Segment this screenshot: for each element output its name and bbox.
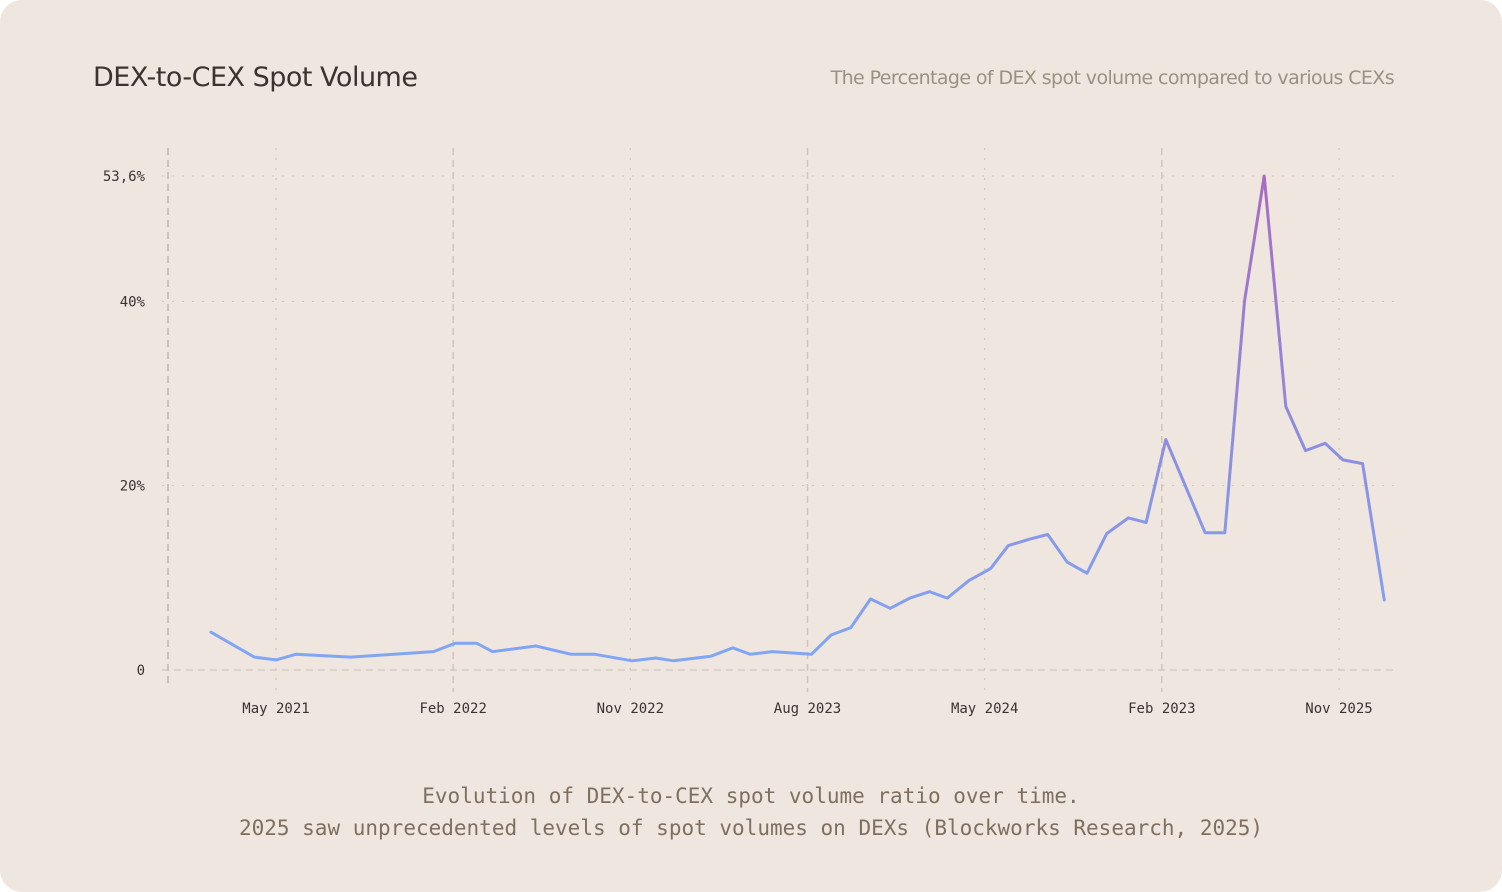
y-tick-label: 0 <box>137 663 145 679</box>
y-tick-label: 20% <box>120 479 146 495</box>
grid <box>162 148 1395 692</box>
x-tick-label: Aug 2023 <box>774 701 841 717</box>
x-tick-label: Nov 2022 <box>597 701 664 717</box>
x-tick-label: Feb 2022 <box>419 701 486 717</box>
series-line <box>209 174 1386 663</box>
chart-title: DEX-to-CEX Spot Volume <box>93 62 418 93</box>
figure-caption: Evolution of DEX-to-CEX spot volume rati… <box>0 780 1502 844</box>
caption-line-1: Evolution of DEX-to-CEX spot volume rati… <box>422 784 1080 808</box>
y-tick-label: 40% <box>120 294 146 310</box>
caption-line-2: 2025 saw unprecedented levels of spot vo… <box>238 816 1264 840</box>
x-tick-label: May 2021 <box>242 701 309 717</box>
tick-labels: 0 20% 40% 53,6% May 2021 Feb 2022 Nov 2022 Aug … <box>103 169 1373 717</box>
x-tick-label: Feb 2023 <box>1128 701 1195 717</box>
x-tick-label: May 2024 <box>951 701 1018 717</box>
y-tick-label: 53,6% <box>103 169 146 185</box>
x-tick-label: Nov 2025 <box>1305 701 1372 717</box>
series <box>209 174 1386 663</box>
chart-subtitle: The Percentage of DEX spot volume compar… <box>830 67 1395 89</box>
